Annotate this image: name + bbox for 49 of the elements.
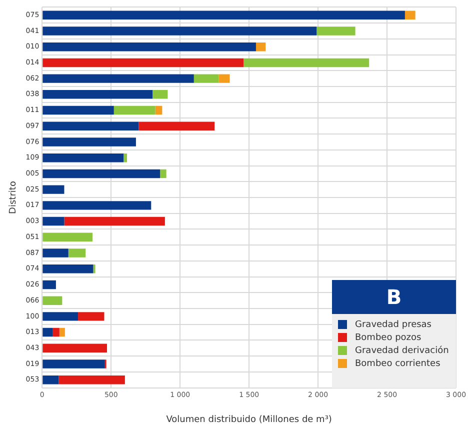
bar bbox=[138, 122, 215, 130]
bar bbox=[155, 106, 162, 115]
bar bbox=[42, 296, 62, 305]
bar bbox=[42, 360, 105, 368]
legend-label: Bombeo corrientes bbox=[355, 358, 440, 369]
bar bbox=[42, 201, 152, 210]
x-axis-title: Volumen distribuido (Millones de m³) bbox=[166, 414, 332, 425]
bar bbox=[42, 280, 56, 290]
bar bbox=[42, 138, 136, 146]
bar bbox=[42, 106, 114, 115]
bar bbox=[42, 153, 124, 162]
bar bbox=[42, 90, 153, 99]
bar bbox=[42, 74, 194, 83]
bar bbox=[124, 153, 127, 162]
bar bbox=[256, 42, 266, 52]
bar bbox=[316, 26, 356, 36]
legend-heading-banner: B bbox=[332, 280, 456, 314]
bar bbox=[42, 344, 107, 353]
bar bbox=[42, 122, 139, 130]
y-axis-title: Distrito bbox=[8, 180, 19, 214]
bar bbox=[42, 26, 317, 36]
bar bbox=[42, 42, 256, 52]
bar bbox=[244, 58, 370, 68]
bar bbox=[42, 248, 68, 258]
bar bbox=[152, 90, 168, 99]
bar bbox=[404, 10, 416, 20]
bar bbox=[78, 312, 104, 321]
legend-label: Bombeo pozos bbox=[355, 332, 422, 343]
bar bbox=[114, 106, 156, 115]
bar bbox=[42, 58, 244, 68]
bar bbox=[42, 10, 405, 20]
legend-label: Gravedad derivación bbox=[355, 346, 449, 356]
bar bbox=[160, 169, 166, 178]
bar bbox=[42, 376, 59, 384]
bar bbox=[42, 328, 53, 337]
bar bbox=[59, 328, 65, 337]
legend-label: Gravedad presas bbox=[355, 320, 432, 330]
bar bbox=[42, 232, 93, 242]
bar bbox=[68, 248, 86, 258]
bar bbox=[42, 216, 64, 226]
bar bbox=[52, 328, 60, 337]
bar bbox=[42, 169, 160, 178]
bar bbox=[64, 216, 165, 226]
bar bbox=[42, 185, 64, 194]
bar bbox=[42, 264, 94, 274]
bar bbox=[58, 376, 125, 384]
bar bbox=[218, 74, 230, 83]
bar bbox=[194, 74, 219, 83]
bar bbox=[42, 312, 78, 321]
